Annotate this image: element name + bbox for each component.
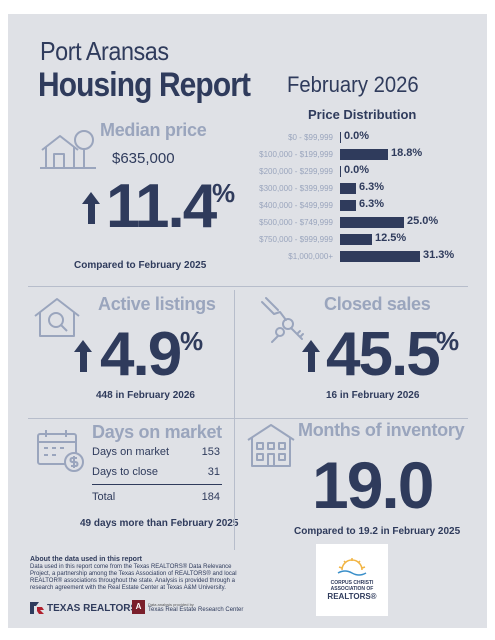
divider (234, 290, 235, 424)
research-center-text: Texas Real Estate Research Center (148, 606, 244, 613)
report-period: February 2026 (287, 72, 419, 97)
dom-row-days-on-market: Days on market 153 (92, 446, 220, 458)
price-bar (340, 251, 420, 262)
price-distribution-row: $300,000 - $399,999 6.3% (248, 181, 488, 197)
house-tree-icon (40, 130, 96, 169)
ccar-line1: CORPUS CHRISTI (330, 580, 374, 586)
price-distribution-row: $400,000 - $499,999 6.3% (248, 198, 488, 214)
dom-row-value: 31 (207, 466, 220, 478)
active-listings-pct: % (180, 326, 204, 356)
dom-total-value: 184 (201, 491, 220, 503)
dom-total-label: Total (92, 491, 116, 503)
price-distribution-title: Price Distribution (308, 107, 417, 122)
price-share-value: 12.5% (375, 232, 407, 244)
closed-sales-pct: % (436, 326, 460, 356)
price-distribution-row: $200,000 - $299,999 0.0% (248, 164, 488, 180)
divider (234, 422, 235, 550)
research-center-logo: A Data analysis provided by Texas Real E… (132, 600, 243, 614)
research-small-text: Data analysis provided by (148, 601, 194, 607)
city-title: Port Aransas (40, 36, 169, 66)
days-on-market-note: 49 days more than February 2025 (80, 518, 239, 529)
ccar-logo: CORPUS CHRISTI ASSOCIATION OF REALTORS® (316, 544, 388, 616)
total-rule (92, 484, 222, 485)
price-range-label: $750,000 - $999,999 (259, 235, 333, 244)
price-range-label: $400,000 - $499,999 (259, 201, 333, 210)
dom-row-value: 153 (201, 446, 220, 458)
report-title: Housing Report (38, 66, 251, 104)
months-inventory-value: 19.0 (312, 448, 434, 522)
divider (28, 418, 468, 419)
up-arrow-icon (82, 192, 100, 224)
sun-waves-icon (337, 558, 367, 576)
active-listings-change: 4.9 (100, 320, 182, 389)
price-bar (340, 217, 404, 228)
price-distribution-row: $100,000 - $199,999 18.8% (248, 147, 488, 163)
dom-row-label: Days on market (92, 446, 170, 458)
dom-row-days-to-close: Days to close 31 (92, 466, 220, 478)
texas-realtors-logo: TEXAS REALTORS (30, 602, 137, 614)
about-title: About the data used in this report (30, 556, 143, 563)
price-bar (340, 149, 388, 160)
price-bar (340, 166, 341, 177)
median-price-change: 11.4 (106, 172, 217, 241)
price-bar (340, 183, 356, 194)
price-distribution-row: $0 - $99,999 0.0% (248, 130, 488, 146)
price-distribution-row: $750,000 - $999,999 12.5% (248, 232, 488, 248)
price-share-value: 25.0% (407, 215, 439, 227)
price-bar (340, 234, 372, 245)
active-listings-note: 448 in February 2026 (96, 390, 195, 401)
price-share-value: 6.3% (359, 198, 385, 210)
report-sheet: Port Aransas Housing Report February 202… (8, 14, 487, 628)
price-range-label: $200,000 - $299,999 (259, 167, 333, 176)
closed-sales-change: 45.5 (326, 320, 441, 389)
closed-sales-note: 16 in February 2026 (326, 390, 420, 401)
price-bar (340, 132, 341, 143)
days-on-market-label: Days on market (92, 422, 222, 442)
texas-realtors-icon (30, 602, 44, 614)
price-share-value: 0.0% (344, 130, 370, 142)
price-range-label: $100,000 - $199,999 (259, 150, 333, 159)
about-text: Data used in this report come from the T… (30, 564, 237, 591)
dom-row-total: Total 184 (92, 491, 220, 503)
median-price-note: Compared to February 2025 (74, 260, 207, 271)
price-distribution-row: $500,000 - $749,999 25.0% (248, 215, 488, 231)
median-price-pct: % (212, 178, 236, 208)
price-range-label: $1,000,000+ (288, 252, 333, 261)
price-share-value: 18.8% (391, 147, 423, 159)
atm-icon: A (132, 600, 145, 614)
closed-sales-label: Closed sales (324, 294, 431, 314)
price-distribution-row: $1,000,000+ 31.3% (248, 249, 488, 265)
up-arrow-icon (302, 340, 320, 372)
median-price-label: Median price (100, 120, 207, 140)
building-icon (247, 424, 295, 467)
price-share-value: 0.0% (344, 164, 370, 176)
texas-realtors-text: TEXAS REALTORS (47, 602, 138, 614)
price-range-label: $300,000 - $399,999 (259, 184, 333, 193)
price-bar (340, 200, 356, 211)
house-magnifier-icon (34, 298, 80, 337)
median-price-value: $635,000 (112, 150, 175, 167)
active-listings-label: Active listings (98, 294, 216, 314)
price-share-value: 31.3% (423, 249, 455, 261)
ccar-line2: ASSOCIATION OF (330, 586, 374, 592)
price-range-label: $0 - $99,999 (288, 133, 333, 142)
price-share-value: 6.3% (359, 181, 385, 193)
up-arrow-icon (74, 340, 92, 372)
price-range-label: $500,000 - $749,999 (259, 218, 333, 227)
calendar-dollar-icon (37, 430, 84, 472)
months-inventory-note: Compared to 19.2 in February 2025 (294, 526, 461, 537)
ccar-line3: REALTORS® (327, 592, 377, 601)
dom-row-label: Days to close (92, 466, 159, 478)
months-inventory-label: Months of inventory (298, 420, 465, 440)
hand-keys-icon (261, 297, 304, 343)
divider (28, 286, 468, 287)
